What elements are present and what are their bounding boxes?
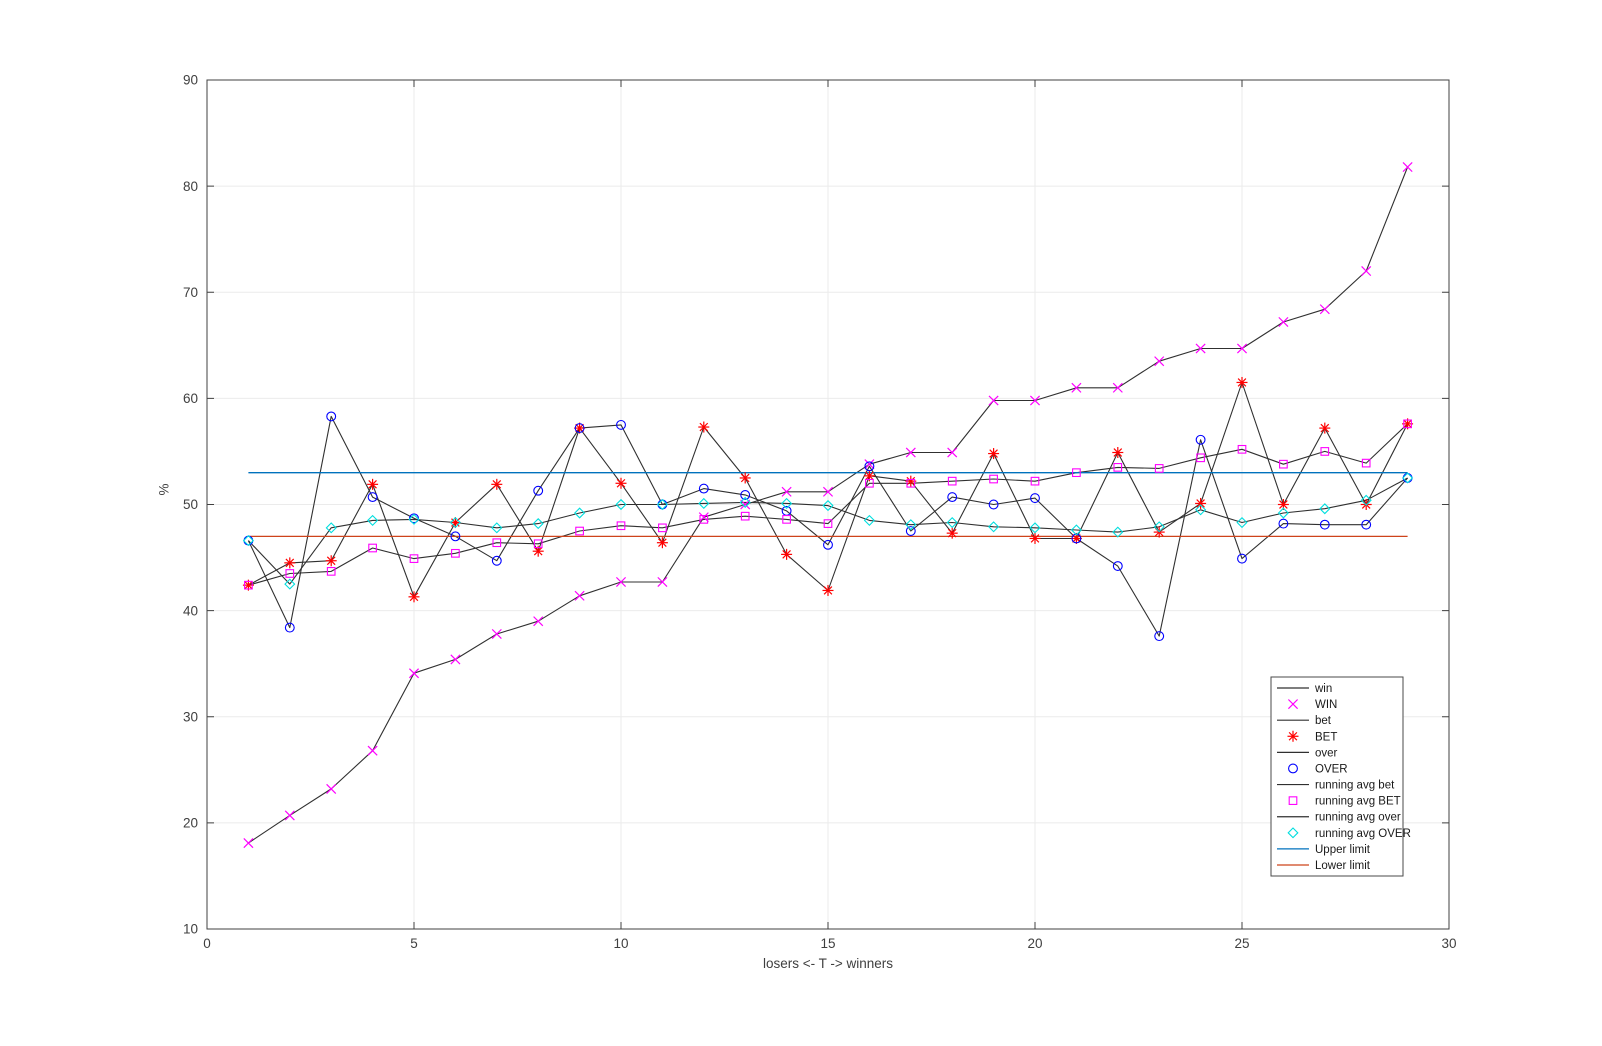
svg-text:40: 40 [183,603,198,618]
legend-entry-win: WIN [1287,699,1337,711]
legend-box [1270,676,1404,877]
svg-text:25: 25 [1234,936,1249,951]
legend-entry-running-avg-over: running avg over [1277,812,1401,824]
legend: win WIN bet BET over OVER running avg bet runni… [1270,676,1411,877]
series-line-over [247,415,1409,637]
svg-text:Lower limit: Lower limit [1315,860,1371,872]
svg-text:running avg over: running avg over [1315,812,1401,824]
legend-entry-lower-limit: Lower limit [1277,860,1371,872]
svg-text:WIN: WIN [1315,699,1337,711]
svg-text:30: 30 [1441,936,1456,951]
tick-labels: 0 5 10 15 20 25 30 10 20 30 40 50 60 70 80 90 [183,73,1457,951]
svg-text:90: 90 [183,73,198,88]
legend-entry-running-avg-bet: running avg bet [1277,780,1395,792]
y-axis-label: % [156,483,172,496]
legend-entry-win: win [1277,683,1332,695]
tick-marks [206,79,1450,930]
svg-text:20: 20 [183,816,198,831]
series-markers-win [243,161,1413,849]
svg-text:running avg BET: running avg BET [1315,796,1401,808]
x-axis-label: losers <- T -> winners [762,956,894,971]
svg-text:Upper limit: Upper limit [1315,844,1371,856]
svg-text:60: 60 [183,391,198,406]
svg-text:15: 15 [820,936,835,951]
svg-text:50: 50 [183,497,198,512]
svg-text:running avg bet: running avg bet [1315,780,1395,792]
svg-text:OVER: OVER [1315,763,1348,775]
legend-entry-over: over [1277,747,1338,759]
svg-text:running avg OVER: running avg OVER [1315,828,1411,840]
svg-text:BET: BET [1315,731,1337,743]
series-line-running-avg-over [248,477,1408,585]
legend-entry-over: OVER [1288,763,1348,775]
svg-text:80: 80 [183,179,198,194]
svg-text:win: win [1314,683,1332,695]
svg-text:5: 5 [410,936,418,951]
svg-text:10: 10 [183,922,198,937]
svg-text:70: 70 [183,285,198,300]
svg-text:30: 30 [183,709,198,724]
legend-entry-bet: BET [1287,730,1337,743]
series-markers-running-avg-bet [244,419,1412,590]
svg-text:0: 0 [203,936,211,951]
series-markers-running-avg-over [242,472,1414,590]
legend-entry-upper-limit: Upper limit [1277,844,1371,856]
legend-entry-running-avg-over: running avg OVER [1287,827,1411,840]
svg-text:20: 20 [1027,936,1042,951]
svg-text:over: over [1315,747,1338,759]
series-line-running-avg-bet [248,423,1408,586]
legend-entry-bet: bet [1277,715,1332,727]
legend-entry-running-avg-bet: running avg BET [1288,796,1401,808]
svg-text:bet: bet [1315,715,1332,727]
svg-text:10: 10 [613,936,628,951]
